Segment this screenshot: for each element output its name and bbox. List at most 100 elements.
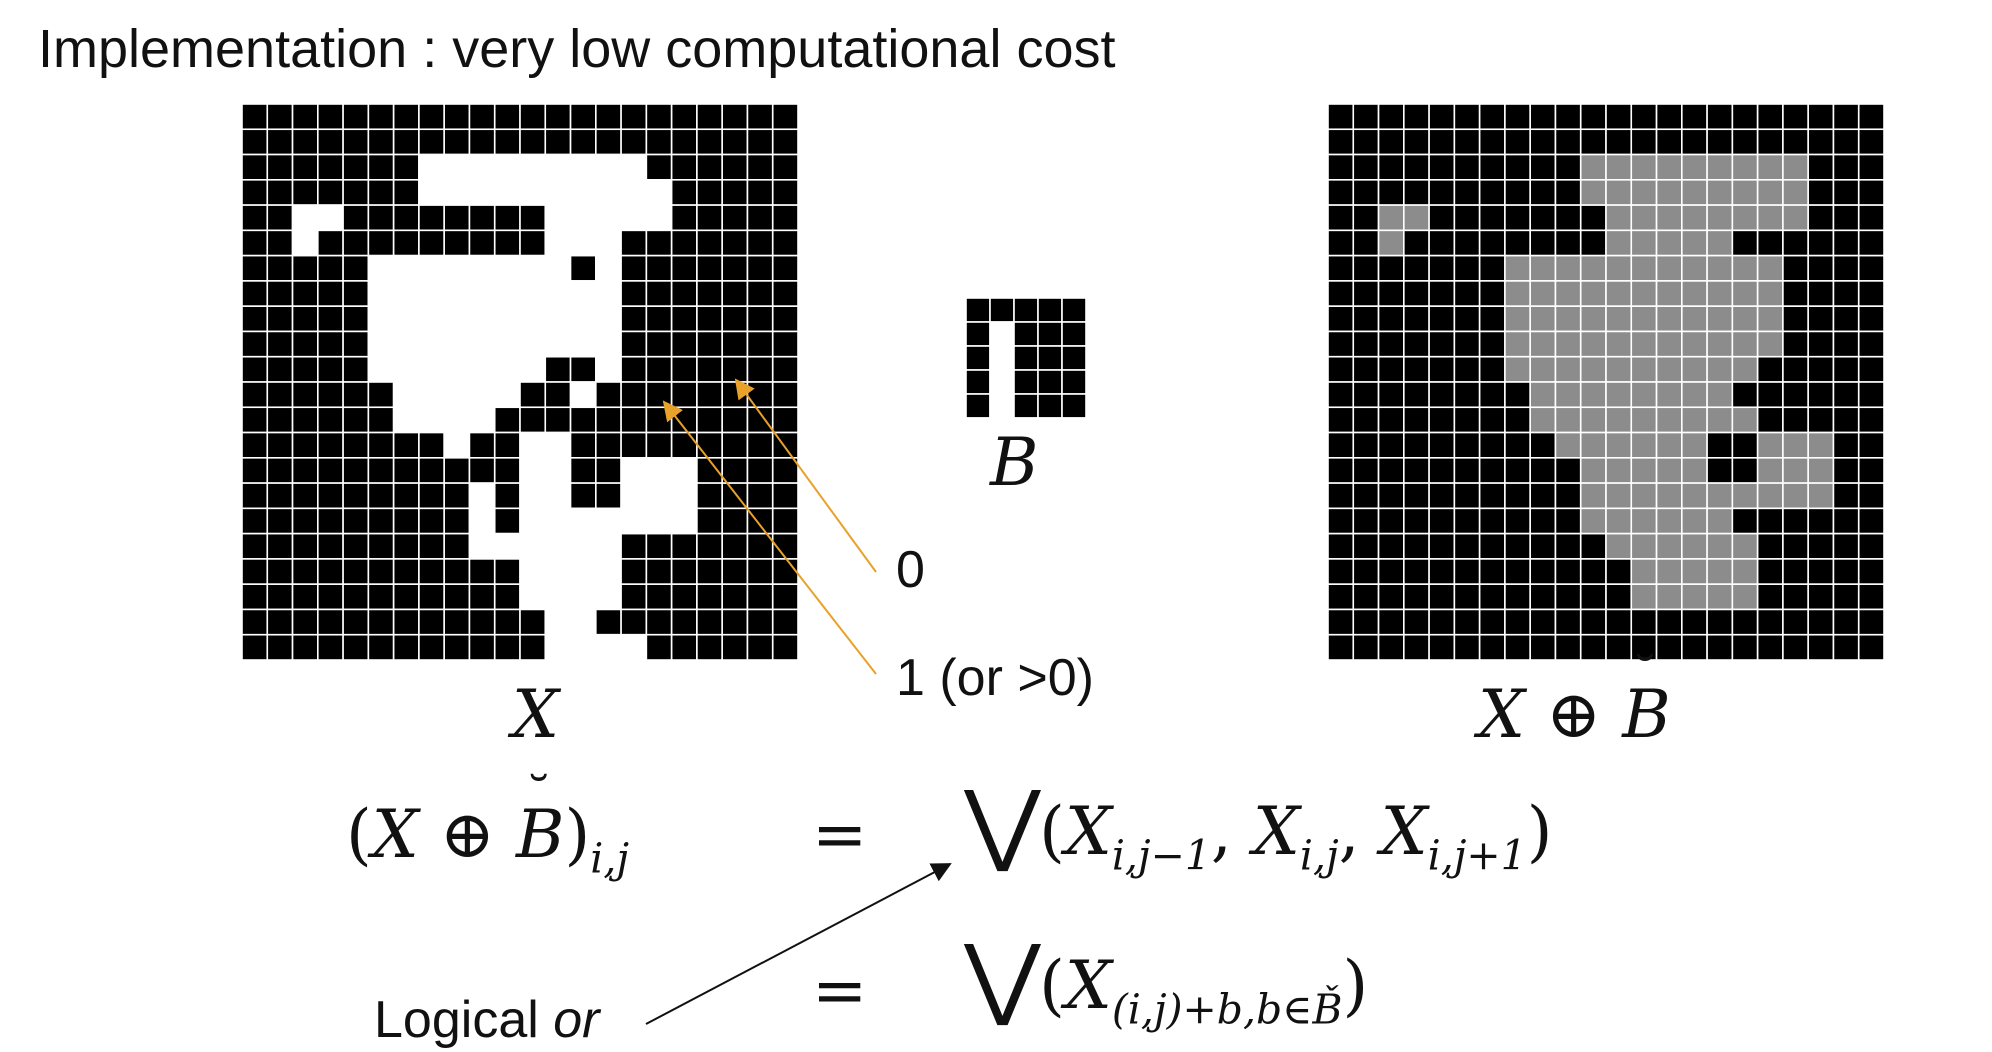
eq2-close: )	[1342, 947, 1369, 1024]
image-x-pixel	[242, 204, 269, 232]
annotation-logical-or: Logical or	[374, 990, 599, 1050]
dilated-image-pixel	[1554, 431, 1582, 459]
dilated-image-pixel	[1352, 532, 1380, 560]
eq1-lhs-b: B	[516, 767, 565, 873]
image-x-pixel	[418, 280, 445, 307]
dilated-image-pixel	[1328, 355, 1355, 383]
image-x-pixel	[266, 330, 294, 358]
dilated-image-pixel	[1807, 507, 1835, 535]
dilated-image-pixel	[1403, 381, 1430, 409]
image-x-pixel	[670, 482, 698, 510]
dilated-image-pixel	[1807, 229, 1835, 257]
dilated-image-pixel	[1403, 532, 1430, 560]
dilated-image-pixel	[1857, 204, 1884, 232]
dilated-image-pixel	[1756, 406, 1784, 434]
image-x-pixel	[696, 608, 723, 636]
image-x-pixel	[317, 381, 344, 409]
logical-or-prefix: Logical	[374, 991, 554, 1049]
dilated-image-pixel	[1731, 608, 1759, 636]
image-x-pixel	[242, 482, 269, 510]
image-x-pixel	[595, 558, 622, 585]
dilated-image-pixel	[1756, 229, 1784, 257]
dilated-image-pixel	[1478, 355, 1506, 383]
dilated-image-pixel	[1554, 104, 1582, 131]
logical-or-operator: ⋁	[964, 772, 1041, 876]
image-x-pixel	[493, 179, 521, 206]
caption-b-text: B	[990, 424, 1039, 501]
image-x-pixel	[367, 482, 395, 510]
eq2-sub: (i,j)+b,b∈B̌	[1111, 985, 1343, 1034]
image-x-pixel	[771, 128, 798, 156]
dilated-image-pixel	[1428, 583, 1456, 611]
image-x-pixel	[746, 280, 774, 307]
image-x-pixel	[544, 583, 572, 611]
eq1-open: (	[1039, 793, 1065, 870]
dilated-image-pixel	[1453, 355, 1481, 383]
dilated-image-pixel	[1352, 305, 1380, 333]
caption-dilation-b: B	[1622, 647, 1671, 753]
image-x-pixel	[696, 153, 723, 181]
dilated-image-pixel	[1630, 254, 1658, 282]
dilated-image-pixel	[1605, 254, 1633, 282]
image-x-pixel	[645, 431, 673, 459]
image-x-pixel	[418, 128, 445, 156]
image-x-pixel	[418, 507, 445, 535]
image-x-pixel	[468, 457, 496, 484]
image-x-pixel	[645, 330, 673, 358]
image-x-pixel	[443, 104, 471, 131]
image-x-pixel	[392, 179, 420, 206]
dilated-image-pixel	[1605, 457, 1633, 484]
dilated-image-pixel	[1504, 179, 1531, 206]
image-x-pixel	[620, 305, 648, 333]
dilated-image-pixel	[1554, 128, 1582, 156]
image-x-pixel	[771, 633, 798, 660]
dilated-image-pixel	[1352, 229, 1380, 257]
dilated-image-pixel	[1832, 104, 1860, 131]
image-x-pixel	[342, 558, 370, 585]
dilated-image-pixel	[1782, 179, 1809, 206]
image-x-pixel	[746, 330, 774, 358]
image-x-pixel	[595, 532, 622, 560]
eq1-term1-x: X	[1064, 793, 1112, 870]
dilated-image-pixel	[1706, 633, 1734, 660]
dilated-image-pixel	[1504, 482, 1531, 510]
dilated-image-pixel	[1655, 507, 1683, 535]
dilated-image-pixel	[1605, 532, 1633, 560]
equation-row-1-rhs: ⋁(Xi,j−1, Xi,j, Xi,j+1)	[964, 772, 1552, 879]
image-x-pixel	[519, 305, 547, 333]
dilated-image-pixel	[1857, 431, 1884, 459]
dilated-image-pixel	[1478, 128, 1506, 156]
eq1-lhs-x: X	[371, 796, 419, 873]
dilated-image-pixel	[1352, 558, 1380, 585]
image-x-pixel	[569, 179, 597, 206]
image-x-pixel	[342, 633, 370, 660]
dilated-image-pixel	[1857, 305, 1884, 333]
dilated-image-pixel	[1403, 229, 1430, 257]
image-x-pixel	[721, 558, 749, 585]
dilated-image-pixel	[1857, 406, 1884, 434]
dilated-image-pixel	[1756, 457, 1784, 484]
dilated-image-pixel	[1554, 355, 1582, 383]
dilated-image-pixel	[1756, 482, 1784, 510]
image-x-pixel	[493, 355, 521, 383]
dilated-image-pixel	[1579, 608, 1607, 636]
dilated-image-pixel	[1655, 431, 1683, 459]
image-x-pixel	[721, 305, 749, 333]
image-x-pixel	[493, 204, 521, 232]
image-x-pixel	[696, 633, 723, 660]
dilated-image-pixel	[1478, 507, 1506, 535]
image-x-pixel	[443, 381, 471, 409]
logical-or-italic: or	[553, 991, 600, 1049]
image-x-pixel	[468, 532, 496, 560]
image-x-pixel	[544, 305, 572, 333]
image-x-pixel	[771, 280, 798, 307]
arrow-to-one-pixel	[662, 400, 877, 675]
dilated-image-pixel	[1377, 128, 1405, 156]
dilated-image-pixel	[1352, 254, 1380, 282]
image-x-pixel	[443, 305, 471, 333]
structuring-element-pixel	[1037, 345, 1063, 371]
dilated-image-pixel	[1377, 280, 1405, 307]
image-x-pixel	[418, 558, 445, 585]
dilated-image-pixel	[1428, 355, 1456, 383]
